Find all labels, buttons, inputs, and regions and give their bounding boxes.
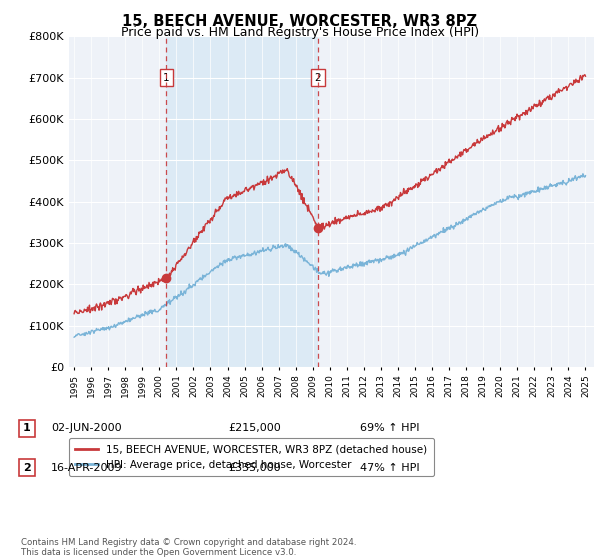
Bar xyxy=(166,36,317,367)
Text: £215,000: £215,000 xyxy=(228,423,281,433)
Text: Price paid vs. HM Land Registry's House Price Index (HPI): Price paid vs. HM Land Registry's House … xyxy=(121,26,479,39)
Text: £335,000: £335,000 xyxy=(228,463,281,473)
Text: 1: 1 xyxy=(23,423,31,433)
Text: 2: 2 xyxy=(23,463,31,473)
Text: 69% ↑ HPI: 69% ↑ HPI xyxy=(360,423,419,433)
Text: 02-JUN-2000: 02-JUN-2000 xyxy=(51,423,122,433)
Text: Contains HM Land Registry data © Crown copyright and database right 2024.
This d: Contains HM Land Registry data © Crown c… xyxy=(21,538,356,557)
Text: 2: 2 xyxy=(314,73,321,83)
Legend: 15, BEECH AVENUE, WORCESTER, WR3 8PZ (detached house), HPI: Average price, detac: 15, BEECH AVENUE, WORCESTER, WR3 8PZ (de… xyxy=(69,438,434,476)
Text: 1: 1 xyxy=(163,73,170,83)
Text: 15, BEECH AVENUE, WORCESTER, WR3 8PZ: 15, BEECH AVENUE, WORCESTER, WR3 8PZ xyxy=(122,14,478,29)
Text: 16-APR-2009: 16-APR-2009 xyxy=(51,463,122,473)
Text: 47% ↑ HPI: 47% ↑ HPI xyxy=(360,463,419,473)
